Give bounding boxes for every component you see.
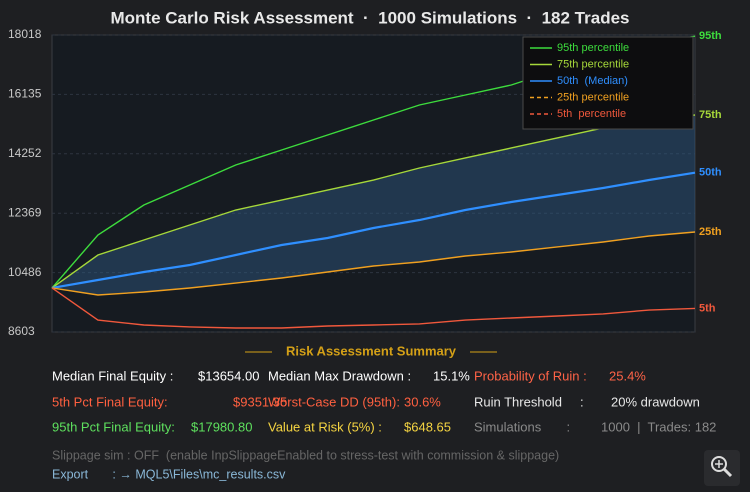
legend-label: 50th (Median) [557,75,628,87]
y-tick-label: 18018 [8,27,42,41]
zoom-handle [722,467,733,478]
y-tick-label: 14252 [8,146,42,160]
y-tick-label: 8603 [8,324,35,338]
series-line [51,114,696,289]
chart-title: Monte Carlo Risk Assessment · 1000 Simul… [110,8,629,27]
summary-title: Risk Assessment Summary [286,343,457,358]
end-label: 75th [699,109,722,121]
summary-value: 30.6% [404,394,441,409]
zoom-icon[interactable] [704,450,740,486]
legend: 95th percentile 75th percentile 50th (Medi… [522,36,694,130]
summary-value: $648.65 [404,419,451,434]
end-label: 5th [699,302,716,314]
percentile-band [52,114,695,295]
y-tick-label: 12369 [8,205,42,219]
summary-value: $9351.35 [233,394,287,409]
summary-label: Median Max Drawdown : [268,368,411,383]
summary-note: Slippage sim : OFF (enable InpSlippageEn… [52,448,559,462]
summary-label: 5th Pct Final Equity: [52,394,168,409]
summary-label: Simulations : [474,419,570,434]
series-line [51,287,696,329]
end-label: 25th [699,226,722,238]
zoom-glass [711,456,727,472]
summary-value: 15.1% [433,368,470,383]
summary-label: Median Final Equity : [52,368,173,383]
summary-value: $17980.80 [191,419,252,434]
summary-label: Value at Risk (5%) : [268,419,382,434]
legend-label: 95th percentile [557,42,629,54]
y-tick-label: 10486 [8,265,42,279]
end-label: 50th [699,167,722,179]
series-line [51,171,696,290]
summary-value: 1000 | Trades: 182 [601,419,716,434]
series-line [51,231,696,296]
summary-label: Probability of Ruin : [474,368,587,383]
summary-value: 25.4% [609,368,646,383]
summary-label: 95th Pct Final Equity: [52,419,175,434]
summary-label: Worst-Case DD (95th): [268,394,400,409]
legend-label: 25th percentile [557,91,629,103]
summary-value: $13654.00 [198,368,259,383]
legend-label: 5th percentile [557,108,626,120]
summary-label: Ruin Threshold : [474,394,584,409]
legend-label: 75th percentile [557,58,629,70]
summary: Risk Assessment Summary Median Final Equ… [52,343,716,481]
end-label: 95th [699,30,722,42]
summary-value: 20% drawdown [611,394,700,409]
zoom-button[interactable] [704,450,740,486]
summary-note: Export : → MQL5\Files\mc_results.csv [52,467,286,481]
y-tick-label: 16135 [8,87,42,101]
